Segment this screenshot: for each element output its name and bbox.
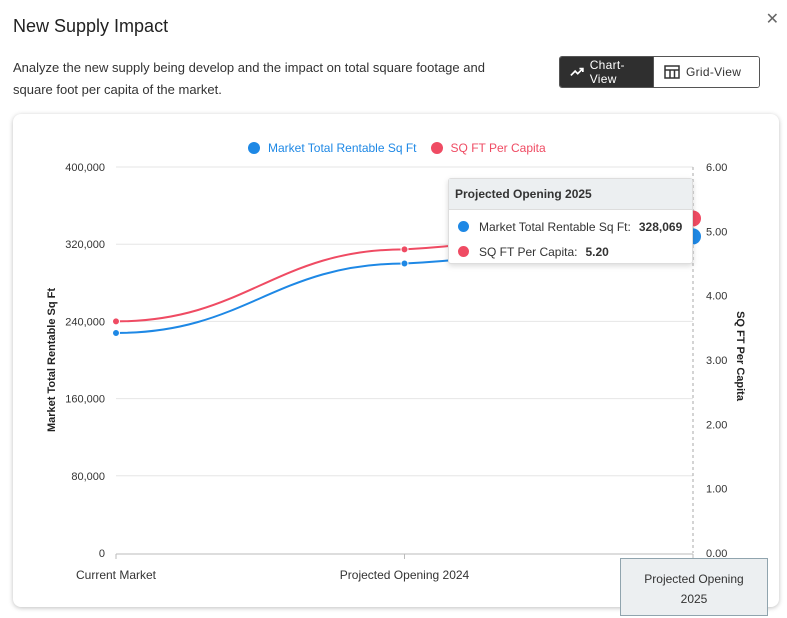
data-point-per-capita: [400, 245, 409, 254]
x-tick-label: Projected Opening 2024: [340, 568, 470, 582]
dialog-description: Analyze the new supply being develop and…: [13, 60, 485, 97]
dialog-title: New Supply Impact: [13, 16, 169, 36]
legend-marker-sqft: [248, 142, 260, 154]
y-right-tick-label: 5.00: [706, 226, 727, 238]
y-right-tick-label: 2.00: [706, 419, 727, 431]
tooltip-marker-per-capita: [458, 246, 469, 257]
y-right-axis-title: SQ FT Per Capita: [734, 311, 746, 402]
legend-label-per-capita: SQ FT Per Capita: [450, 141, 546, 155]
trending-up-icon: [570, 67, 584, 77]
y-right-tick-label: 4.00: [706, 291, 727, 303]
data-point-per-capita: [112, 317, 120, 326]
legend-marker-per-capita: [430, 142, 443, 154]
tooltip-value-per-capita: 5.20: [585, 244, 609, 259]
y-left-tick-label: 240,000: [65, 316, 105, 328]
legend-item-sqft[interactable]: Market Total Rentable Sq Ft: [248, 141, 417, 155]
x-tick-label: Current Market: [76, 568, 157, 582]
chart-view-label: Chart-View: [589, 58, 625, 86]
tooltip-label-per-capita: SQ FT Per Capita:: [479, 244, 578, 259]
legend-label-sqft: Market Total Rentable Sq Ft: [268, 141, 417, 155]
chart-tooltip: Projected Opening 2025 Market Total Rent…: [448, 178, 693, 264]
close-icon[interactable]: ✕: [765, 11, 779, 28]
view-toggle: Chart-View Grid-View: [559, 56, 760, 88]
grid-view-label: Grid-View: [686, 65, 742, 79]
grid-view-button[interactable]: Grid-View: [653, 57, 759, 87]
tooltip-value-sqft: 328,069: [638, 219, 683, 234]
tooltip-row-per-capita: SQ FT Per Capita: 5.20: [449, 239, 692, 264]
data-point-sqft: [112, 328, 120, 337]
data-point-sqft: [400, 259, 409, 268]
tooltip-row-sqft: Market Total Rentable Sq Ft: 328,069: [449, 214, 692, 239]
y-left-tick-label: 400,000: [65, 162, 105, 174]
legend-item-per-capita[interactable]: SQ FT Per Capita: [430, 141, 546, 155]
y-left-tick-label: 0: [99, 548, 105, 560]
y-left-tick-label: 320,000: [65, 239, 105, 251]
y-right-tick-label: 0.00: [706, 548, 727, 560]
tooltip-marker-sqft: [458, 221, 469, 232]
y-right-tick-label: 6.00: [706, 162, 727, 174]
y-right-tick-label: 1.00: [706, 484, 727, 496]
chart-view-button[interactable]: Chart-View: [560, 57, 653, 87]
x-axis-crosshair-label: Projected Opening 2025: [620, 558, 768, 616]
tooltip-title: Projected Opening 2025: [449, 179, 692, 210]
y-left-tick-label: 160,000: [65, 394, 105, 406]
tooltip-label-sqft: Market Total Rentable Sq Ft:: [479, 219, 631, 234]
y-left-axis-title: Market Total Rentable Sq Ft: [46, 288, 58, 432]
y-left-tick-label: 80,000: [71, 471, 105, 483]
chart-legend: Market Total Rentable Sq Ft SQ FT Per Ca…: [248, 141, 546, 155]
table-icon: [664, 65, 680, 79]
y-right-tick-label: 3.00: [706, 355, 727, 367]
